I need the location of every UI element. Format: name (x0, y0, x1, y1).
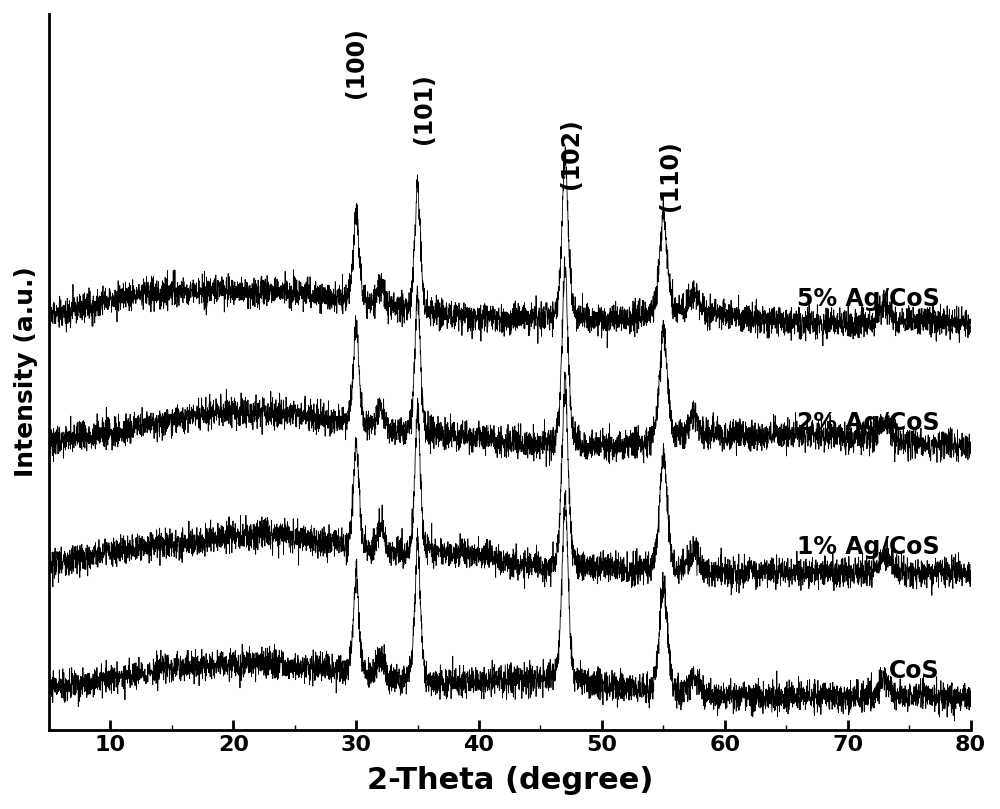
Text: (101): (101) (412, 73, 436, 144)
Text: 2% Ag/CoS: 2% Ag/CoS (797, 411, 940, 434)
Text: (110): (110) (658, 141, 682, 211)
Text: CoS: CoS (889, 659, 940, 683)
X-axis label: 2-Theta (degree): 2-Theta (degree) (367, 766, 653, 795)
Text: (102): (102) (559, 118, 583, 188)
Text: (100): (100) (344, 28, 368, 99)
Y-axis label: Intensity (a.u.): Intensity (a.u.) (14, 267, 38, 477)
Text: 1% Ag/CoS: 1% Ag/CoS (797, 535, 940, 559)
Text: 5% Ag/CoS: 5% Ag/CoS (797, 286, 940, 311)
